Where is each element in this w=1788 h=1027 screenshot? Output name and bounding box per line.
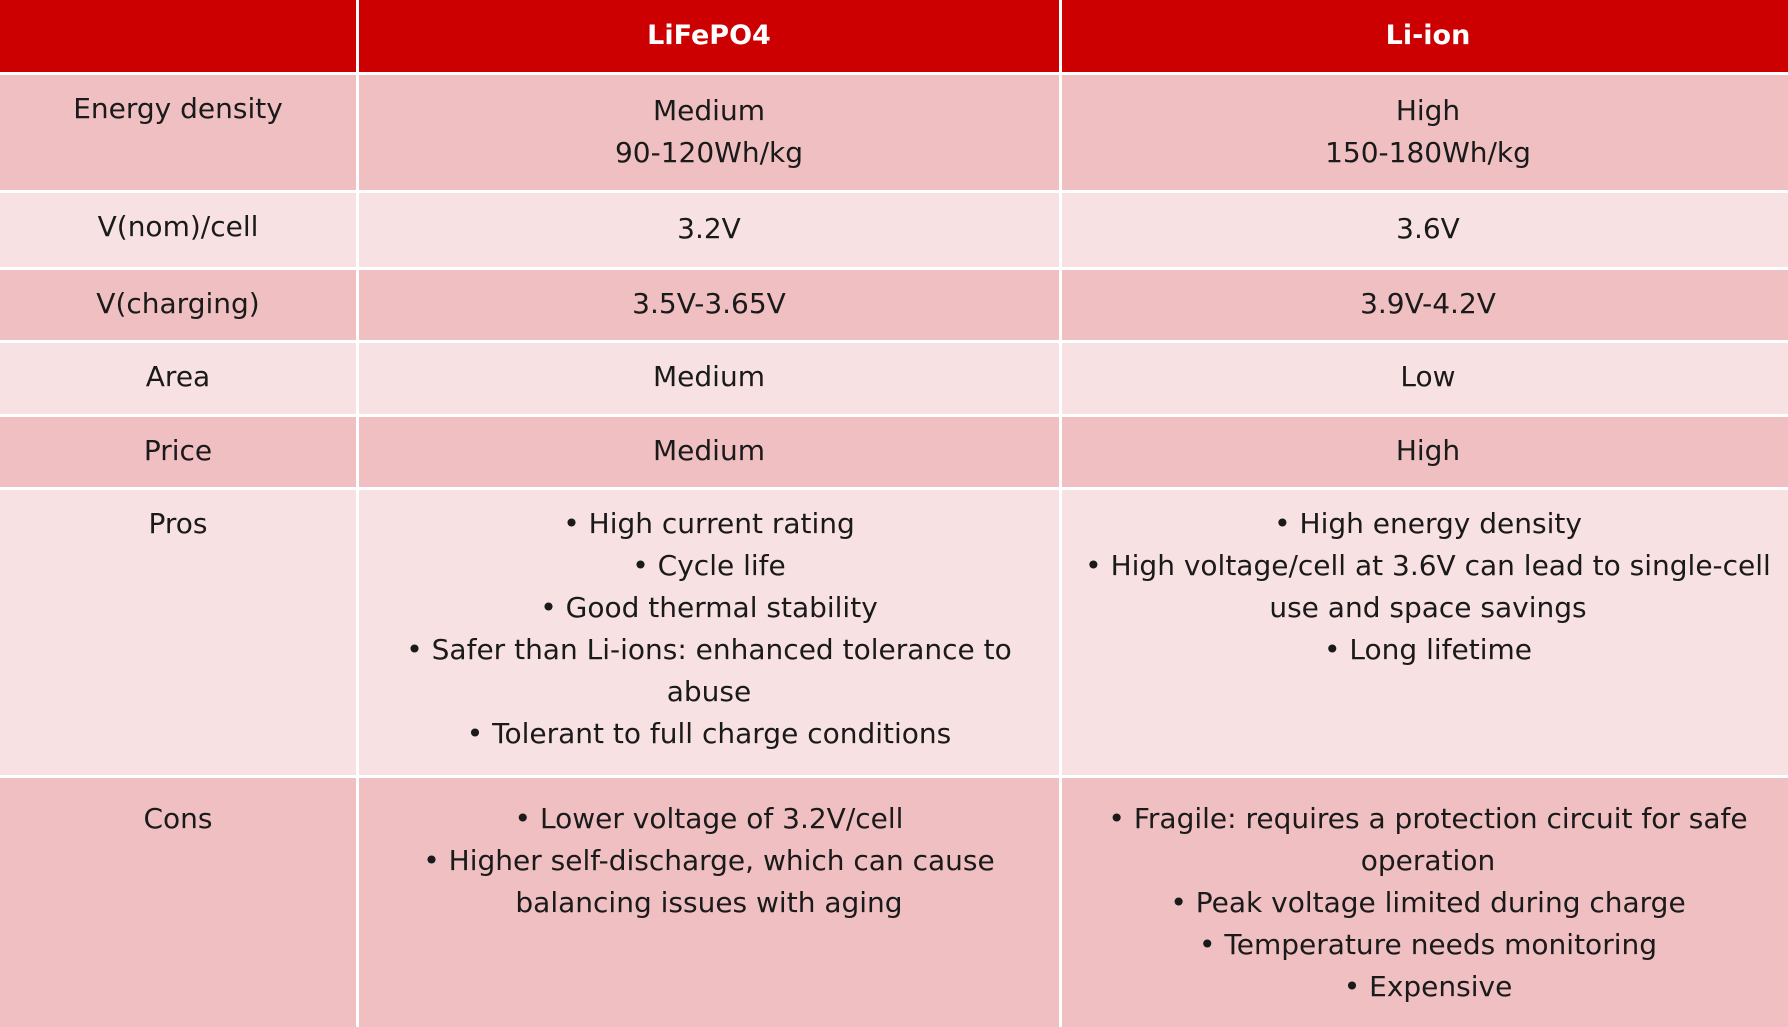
row-label-area: Area xyxy=(0,343,356,414)
comparison-table: LiFePO4 Li-ion Energy density Medium 90-… xyxy=(0,0,1788,1006)
list-item: Tolerant to full charge conditions xyxy=(459,713,960,755)
lifepo4-price: Medium xyxy=(359,417,1059,487)
liion-v-nom-cell: 3.6V xyxy=(1062,193,1788,267)
row-label-cons: Cons xyxy=(0,778,356,1027)
liion-energy-density-range: 150-180Wh/kg xyxy=(1325,136,1531,169)
list-item: Lower voltage of 3.2V/cell xyxy=(507,798,912,840)
liion-pros-list: High energy density High voltage/cell at… xyxy=(1062,490,1788,775)
row-label-pros: Pros xyxy=(0,490,356,775)
list-item: High energy density xyxy=(1266,503,1590,545)
list-item: Temperature needs monitoring xyxy=(1191,924,1665,966)
header-lifepo4: LiFePO4 xyxy=(359,0,1059,72)
row-label-energy-density: Energy density xyxy=(0,75,356,190)
list-item: Cycle life xyxy=(624,545,794,587)
row-label-v-nom-cell: V(nom)/cell xyxy=(0,193,356,267)
list-item: Higher self-discharge, which can cause b… xyxy=(359,840,1059,924)
lifepo4-energy-density-level: Medium xyxy=(653,94,765,127)
liion-price: High xyxy=(1062,417,1788,487)
list-item: High current rating xyxy=(555,503,863,545)
list-item: Good thermal stability xyxy=(532,587,886,629)
lifepo4-energy-density-range: 90-120Wh/kg xyxy=(614,136,804,169)
header-li-ion: Li-ion xyxy=(1062,0,1788,72)
list-item: Safer than Li-ions: enhanced tolerance t… xyxy=(359,629,1059,713)
list-item: High voltage/cell at 3.6V can lead to si… xyxy=(1062,545,1788,629)
list-item: Long lifetime xyxy=(1316,629,1540,671)
header-corner-cell xyxy=(0,0,356,72)
list-item: Fragile: requires a protection circuit f… xyxy=(1062,798,1788,882)
list-item: Expensive xyxy=(1336,966,1521,1008)
liion-area: Low xyxy=(1062,343,1788,414)
liion-energy-density-level: High xyxy=(1395,94,1461,127)
liion-energy-density: High 150-180Wh/kg xyxy=(1062,75,1788,190)
row-label-v-charging: V(charging) xyxy=(0,270,356,340)
liion-v-charging: 3.9V-4.2V xyxy=(1062,270,1788,340)
lifepo4-energy-density: Medium 90-120Wh/kg xyxy=(359,75,1059,190)
list-item: Peak voltage limited during charge xyxy=(1162,882,1693,924)
lifepo4-area: Medium xyxy=(359,343,1059,414)
lifepo4-v-nom-cell: 3.2V xyxy=(359,193,1059,267)
lifepo4-cons-list: Lower voltage of 3.2V/cell Higher self-d… xyxy=(359,778,1059,1027)
lifepo4-pros-list: High current rating Cycle life Good ther… xyxy=(359,490,1059,775)
lifepo4-v-charging: 3.5V-3.65V xyxy=(359,270,1059,340)
row-label-price: Price xyxy=(0,417,356,487)
liion-cons-list: Fragile: requires a protection circuit f… xyxy=(1062,778,1788,1027)
